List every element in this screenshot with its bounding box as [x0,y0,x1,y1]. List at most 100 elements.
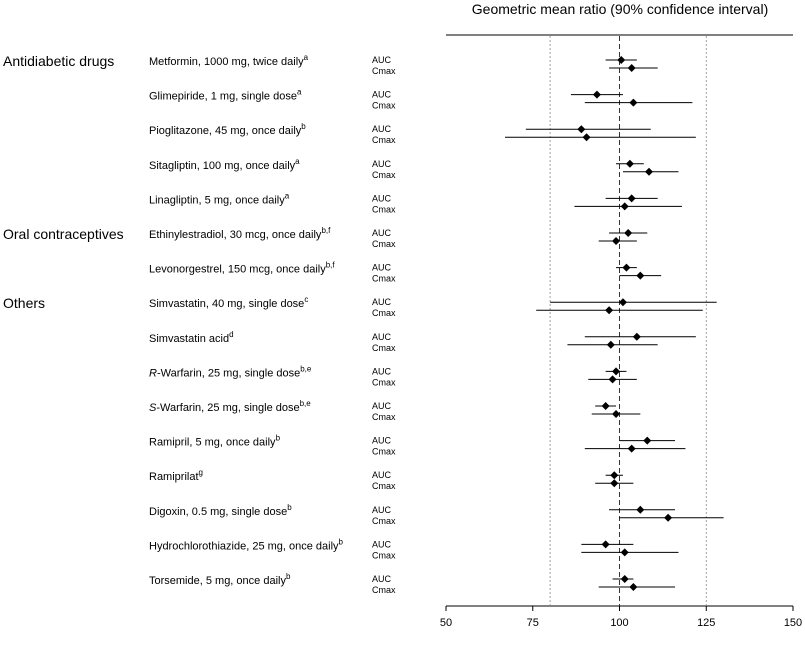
cmax-point [608,375,617,384]
drug-row: Hydrochlorothiazide, 25 mg, once dailyb A… [149,537,679,560]
cmax-point [606,340,615,349]
footnote-marker: a [304,53,309,62]
cmax-label: Cmax [372,170,396,180]
footnote-marker: c [304,295,308,304]
auc-point [601,402,610,410]
drug-label: Ramiprilatg [149,468,203,483]
auc-point [632,332,641,341]
drug-label: Pioglitazone, 45 mg, once dailyb [149,122,306,137]
drug-label: Simvastatin acidd [149,330,234,345]
cmax-label: Cmax [372,550,396,560]
footnote-marker: a [297,88,302,97]
footnote-marker: b,e [300,364,312,373]
cmax-point [610,479,619,488]
auc-label: AUC [372,574,392,584]
drug-label: R-Warfarin, 25 mg, single doseb,e [149,364,312,379]
x-tick-label: 100 [610,617,628,629]
auc-point [624,229,633,237]
drug-label: Ramipril, 5 mg, once dailyb [149,434,281,449]
auc-point [636,505,645,514]
auc-label: AUC [372,193,392,203]
drug-row: Levonorgestrel, 150 mcg, once dailyb,f AU… [149,261,662,284]
drug-label: Hydrochlorothiazide, 25 mg, once dailyb [149,537,344,552]
cmax-label: Cmax [372,585,396,595]
auc-label: AUC [372,159,392,169]
group-label: Others [3,295,45,311]
cmax-label: Cmax [372,135,396,145]
drug-label: Digoxin, 0.5 mg, single doseb [149,503,292,518]
cmax-label: Cmax [372,481,396,491]
auc-point [592,90,601,99]
footnote-marker: g [199,468,203,477]
footnote-marker: b [301,122,306,131]
drug-label: Torsemide, 5 mg, once dailyb [149,572,291,587]
cmax-label: Cmax [372,308,396,318]
cmax-label: Cmax [372,447,396,457]
chart-title: Geometric mean ratio (90% confidence int… [472,1,768,17]
x-tick-label: 50 [440,617,452,629]
auc-point [620,575,629,583]
auc-point [643,436,652,445]
cmax-label: Cmax [372,101,396,111]
auc-point [618,298,627,307]
cmax-label: Cmax [372,516,396,526]
auc-label: AUC [372,366,392,376]
drug-label: Ethinylestradiol, 30 mcg, once dailyb,f [149,226,331,241]
footnote-marker: b,e [300,399,312,408]
cmax-point [605,306,614,315]
auc-label: AUC [372,297,392,307]
drug-label: Simvastatin, 40 mg, single dosec [149,295,308,310]
footnote-marker: b [286,572,291,581]
auc-point [577,125,586,134]
auc-label: AUC [372,228,392,238]
x-tick-label: 150 [784,617,802,629]
cmax-label: Cmax [372,377,396,387]
footnote-marker: b,f [326,261,336,270]
cmax-point [636,271,645,280]
drug-label: Linagliptin, 5 mg, once dailya [149,191,290,206]
footnote-marker: d [229,330,233,339]
cmax-point [644,167,653,176]
cmax-label: Cmax [372,66,396,76]
group-label: Oral contraceptives [3,226,124,242]
auc-label: AUC [372,436,392,446]
auc-label: AUC [372,470,392,480]
auc-point [601,540,610,549]
drug-label: Metformin, 1000 mg, twice dailya [149,53,309,68]
footnote-marker: a [285,191,290,200]
auc-label: AUC [372,90,392,100]
auc-label: AUC [372,55,392,65]
x-tick-label: 125 [697,617,715,629]
auc-point [610,471,619,480]
drug-row: Ethinylestradiol, 30 mcg, once dailyb,f A… [149,226,648,249]
cmax-point [627,444,636,453]
cmax-point [620,548,629,557]
footnote-marker: b [276,434,281,443]
auc-point [612,367,621,376]
auc-point [617,56,626,64]
auc-label: AUC [372,332,392,342]
auc-label: AUC [372,263,392,273]
x-tick-label: 75 [527,617,539,629]
drug-label: S-Warfarin, 25 mg, single doseb,e [149,399,311,414]
cmax-point [627,64,636,72]
cmax-point [582,133,591,142]
auc-point [627,194,636,203]
auc-label: AUC [372,505,392,515]
cmax-point [664,513,673,522]
drug-label: Sitagliptin, 100 mg, once dailya [149,157,300,172]
footnote-marker: b [339,537,344,546]
cmax-point [629,98,638,107]
